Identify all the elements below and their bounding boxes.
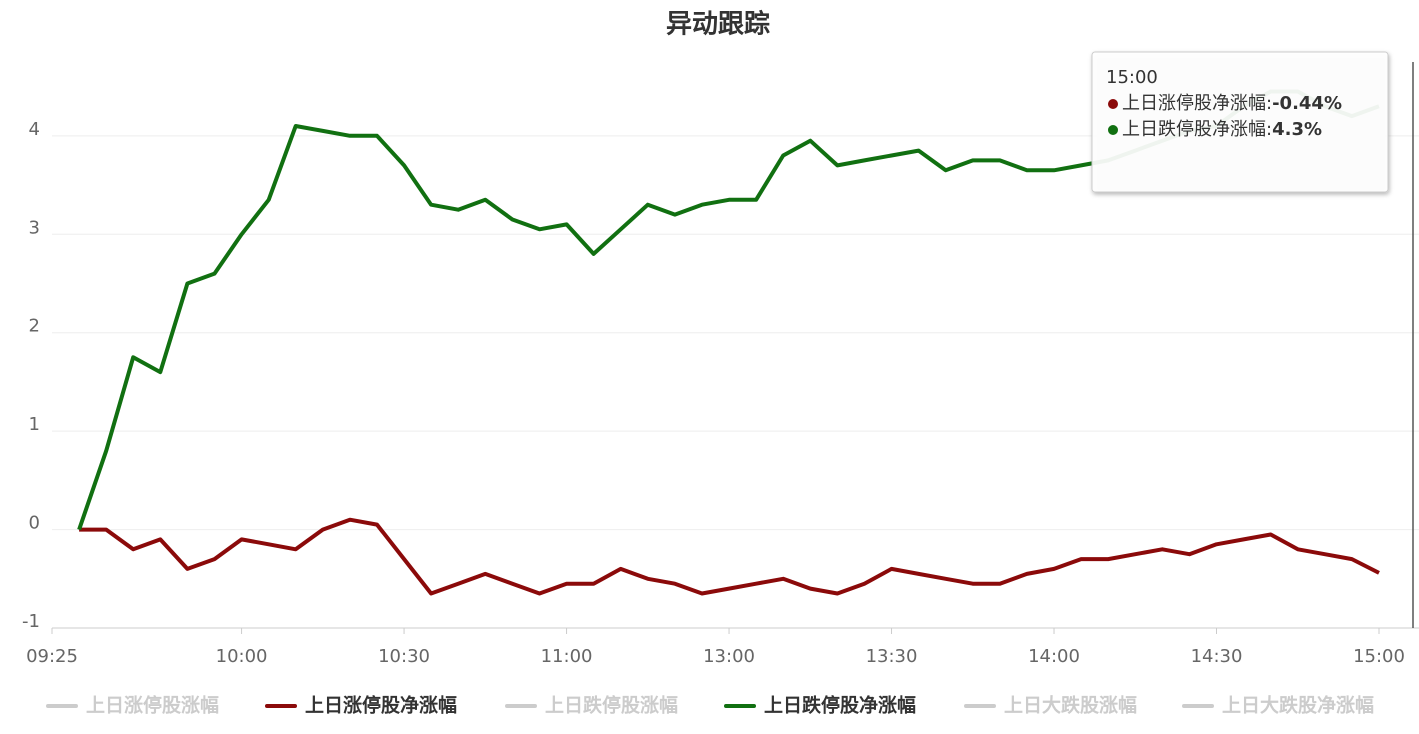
tooltip: 15:00 上日涨停股净涨幅:-0.44%上日跌停股净涨幅:4.3% — [1091, 51, 1389, 193]
tooltip-box — [1091, 51, 1389, 193]
tooltip-row: 上日跌停股净涨幅:4.3% — [1122, 119, 1322, 140]
x-tick-label: 10:30 — [378, 646, 430, 667]
tooltip-value: 4.3% — [1272, 119, 1322, 140]
series-line — [79, 517, 1380, 596]
legend-label[interactable]: 上日涨停股涨幅 — [86, 694, 219, 717]
x-tick-label: 13:00 — [703, 646, 755, 667]
y-tick-label: -1 — [22, 611, 40, 632]
y-tick-label: 4 — [29, 119, 40, 140]
x-tick-label: 10:00 — [216, 646, 268, 667]
legend-label[interactable]: 上日跌停股净涨幅 — [764, 694, 916, 717]
tooltip-row: 上日涨停股净涨幅:-0.44% — [1122, 93, 1342, 114]
y-tick-label: 1 — [29, 414, 40, 435]
y-tick-label: 2 — [29, 316, 40, 337]
chart-title: 异动跟踪 — [666, 9, 770, 40]
legend-label[interactable]: 上日跌停股涨幅 — [545, 694, 678, 717]
legend-label[interactable]: 上日涨停股净涨幅 — [305, 694, 457, 717]
x-tick-label: 13:30 — [866, 646, 918, 667]
tooltip-title: 15:00 — [1106, 67, 1158, 88]
x-tick-label: 09:25 — [26, 646, 78, 667]
tooltip-label: 上日涨停股净涨幅: — [1122, 93, 1272, 114]
tooltip-label: 上日跌停股净涨幅: — [1122, 119, 1272, 140]
tooltip-dot — [1108, 125, 1118, 135]
legend-label[interactable]: 上日大跌股涨幅 — [1004, 694, 1137, 717]
x-tick-label: 14:30 — [1191, 646, 1243, 667]
y-tick-label: 0 — [29, 513, 40, 534]
x-tick-label: 15:00 — [1353, 646, 1405, 667]
tooltip-value: -0.44% — [1272, 93, 1342, 114]
tooltip-dot — [1108, 99, 1118, 109]
x-tick-label: 11:00 — [541, 646, 593, 667]
y-tick-label: 3 — [29, 217, 40, 238]
legend-label[interactable]: 上日大跌股净涨幅 — [1222, 694, 1374, 717]
x-tick-label: 14:00 — [1028, 646, 1080, 667]
